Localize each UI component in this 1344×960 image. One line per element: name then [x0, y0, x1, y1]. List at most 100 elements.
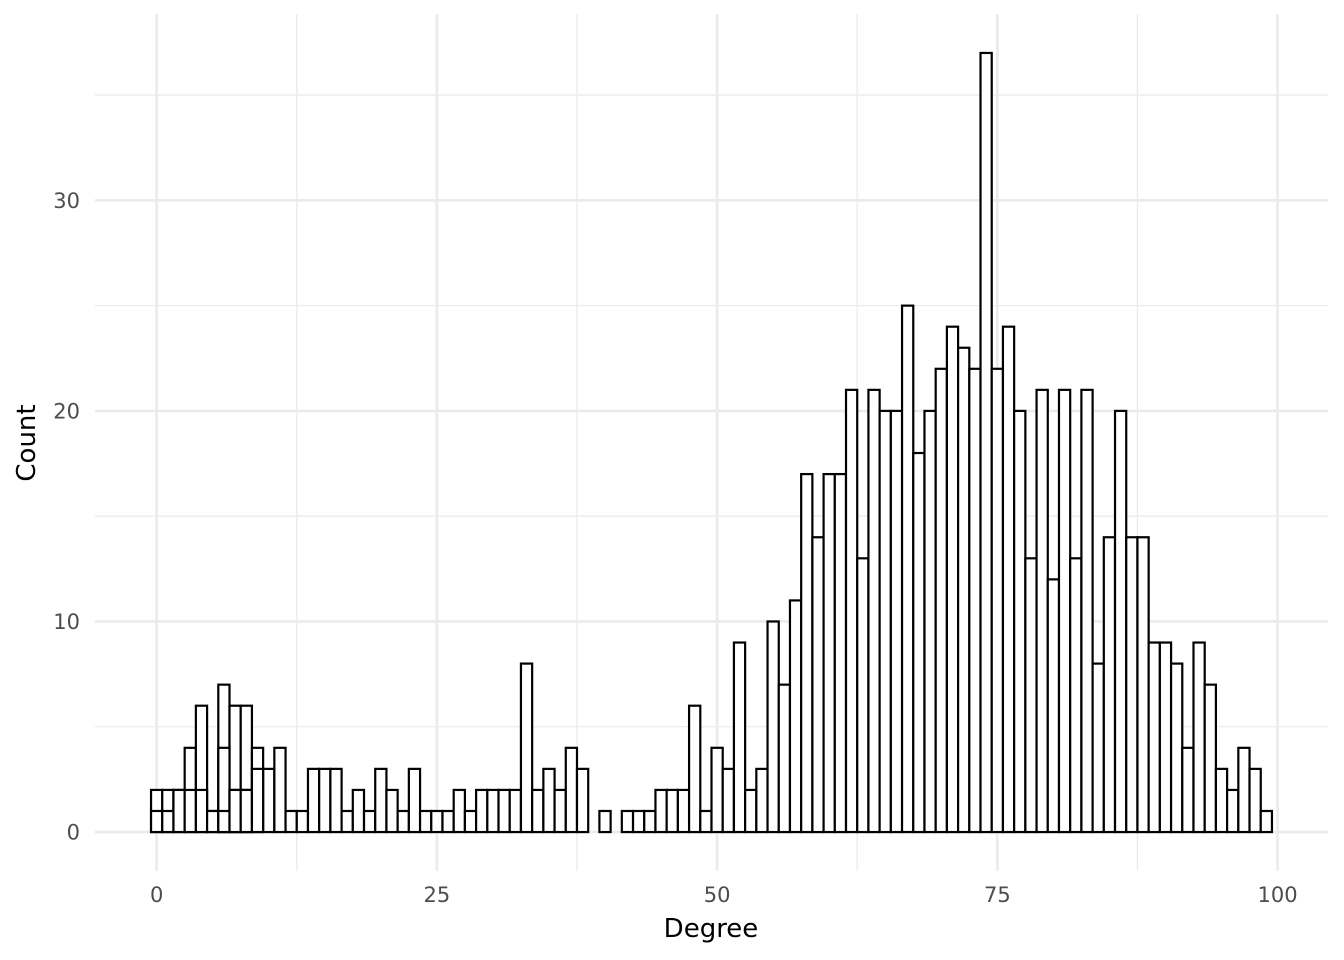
- histogram-bar: [284, 809, 298, 834]
- x-axis-ticks: 0 25 50 75 100: [150, 883, 1298, 907]
- histogram-bar: [878, 409, 892, 834]
- histogram-bar: [486, 788, 500, 834]
- histogram-bar: [1080, 388, 1094, 834]
- x-tick-label: 0: [150, 883, 163, 907]
- histogram-bar: [822, 472, 836, 834]
- histogram-bar: [811, 536, 825, 834]
- histogram-bar: [1192, 641, 1206, 834]
- histogram-bar: [418, 809, 433, 834]
- histogram-bar: [1259, 809, 1274, 834]
- histogram-bar: [239, 788, 254, 834]
- y-axis-title: Count: [12, 404, 42, 481]
- histogram-bar: [407, 767, 422, 834]
- histogram-bar: [631, 809, 646, 834]
- histogram-bar: [1102, 536, 1117, 834]
- histogram-bar: [687, 704, 702, 834]
- histogram-bar: [564, 746, 579, 834]
- histogram-bar: [867, 388, 881, 834]
- histogram-bar: [1125, 536, 1139, 834]
- histogram-bar: [194, 788, 209, 834]
- histogram-bar: [844, 388, 859, 834]
- histogram-bar: [1136, 536, 1150, 834]
- histogram-bar: [1169, 662, 1184, 834]
- histogram-bar: [374, 767, 388, 834]
- histogram-bar: [1158, 641, 1173, 834]
- histogram-bar: [452, 788, 467, 834]
- histogram-bar: [755, 767, 769, 834]
- histogram-bar: [161, 809, 175, 834]
- histogram-bars: [149, 51, 1274, 834]
- histogram-bar: [430, 809, 444, 834]
- histogram-bar: [542, 767, 556, 834]
- histogram-bar: [744, 788, 758, 834]
- histogram-bar: [1013, 409, 1027, 834]
- histogram-bar: [217, 809, 231, 834]
- histogram-bar: [956, 346, 971, 834]
- histogram-bar: [1001, 325, 1016, 834]
- histogram-bar: [620, 809, 635, 834]
- histogram-bar: [396, 809, 410, 834]
- histogram-bar: [205, 809, 220, 834]
- x-tick-label: 100: [1258, 883, 1298, 907]
- histogram-bar: [1237, 746, 1251, 834]
- histogram-bar: [318, 767, 332, 834]
- y-tick-label: 30: [53, 189, 80, 213]
- histogram-bar: [273, 746, 287, 834]
- histogram-bar: [710, 746, 724, 834]
- x-axis-title: Degree: [664, 914, 759, 944]
- histogram-bar: [732, 641, 747, 834]
- histogram-bar: [553, 788, 567, 834]
- histogram-bar: [699, 809, 713, 834]
- histogram-bar: [497, 788, 511, 834]
- y-tick-label: 20: [53, 399, 80, 423]
- histogram-bar: [721, 767, 736, 834]
- histogram-bar: [149, 809, 164, 834]
- histogram-bar: [1024, 557, 1038, 834]
- histogram-bar: [475, 788, 489, 834]
- histogram-bar: [1113, 409, 1128, 834]
- y-tick-label: 0: [67, 821, 80, 845]
- histogram-bar: [351, 788, 366, 834]
- histogram-bar: [800, 472, 814, 834]
- histogram-bar: [598, 809, 612, 834]
- histogram-bar: [295, 809, 310, 834]
- histogram-bar: [889, 409, 904, 834]
- histogram-bar: [1069, 557, 1083, 834]
- histogram-bar: [385, 788, 399, 834]
- histogram-bar: [575, 767, 590, 834]
- histogram-bar: [1226, 788, 1240, 834]
- histogram-bar: [912, 451, 926, 834]
- histogram-bar: [172, 788, 186, 834]
- histogram-bar: [519, 662, 534, 834]
- y-tick-label: 10: [53, 610, 80, 634]
- histogram-bar: [262, 767, 276, 834]
- histogram-bar: [228, 788, 242, 834]
- histogram-bar: [900, 304, 915, 834]
- histogram-bar: [945, 325, 960, 834]
- histogram-bar: [1181, 746, 1195, 834]
- histogram-bar: [306, 767, 321, 834]
- histogram-bar: [1203, 683, 1218, 834]
- histogram-bar: [777, 683, 792, 834]
- x-tick-label: 50: [704, 883, 731, 907]
- histogram-bar: [1035, 388, 1049, 834]
- histogram-bar: [665, 788, 679, 834]
- histogram-bar: [968, 367, 982, 834]
- histogram-bar: [340, 809, 354, 834]
- histogram-bar: [1147, 641, 1161, 834]
- histogram-bar: [788, 599, 803, 834]
- histogram-bar: [441, 809, 455, 834]
- histogram-bar: [856, 557, 870, 834]
- histogram-bar: [676, 788, 691, 834]
- x-tick-label: 25: [424, 883, 451, 907]
- x-tick-label: 75: [984, 883, 1011, 907]
- histogram-bar: [362, 809, 377, 834]
- histogram-bar: [1091, 662, 1105, 834]
- histogram-bar: [643, 809, 657, 834]
- histogram-bar: [1214, 767, 1229, 834]
- histogram-bar: [508, 788, 523, 834]
- histogram-bar: [654, 788, 668, 834]
- histogram-bar: [979, 51, 993, 834]
- histogram-bar: [250, 767, 265, 834]
